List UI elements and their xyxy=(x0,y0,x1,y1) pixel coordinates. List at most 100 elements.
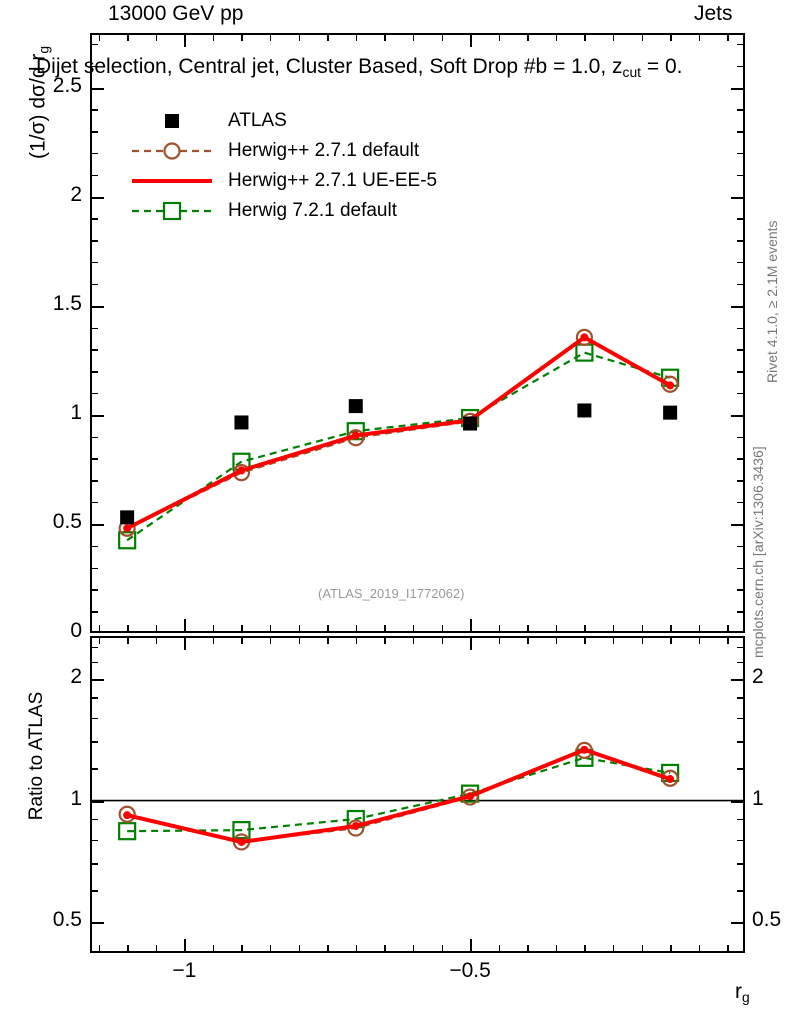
legend-marker xyxy=(163,142,181,160)
ratio-x-tick xyxy=(498,945,501,953)
main-x-tick xyxy=(270,625,272,633)
ratio-x-tick xyxy=(127,945,129,953)
main-x-tick xyxy=(584,33,586,41)
main-y-tick xyxy=(90,218,98,220)
main-x-tick xyxy=(241,625,243,633)
legend-item[interactable]: Herwig++ 2.7.1 default xyxy=(128,136,437,166)
legend-item[interactable]: Herwig 7.2.1 default xyxy=(128,196,437,226)
legend-item[interactable]: ATLAS xyxy=(128,106,437,136)
ratio-y-tick-label: 2 xyxy=(70,664,82,688)
ratio-x-tick xyxy=(127,636,129,644)
main-herwig-2-7-1-ue-ee-5-marker xyxy=(351,431,360,440)
ratio-y-tick-label: 0.5 xyxy=(52,908,82,932)
main-x-tick xyxy=(327,33,329,41)
x-axis-label-text: r xyxy=(735,980,742,1003)
main-x-tick xyxy=(727,33,729,41)
main-y-tick xyxy=(90,393,98,395)
main-y-tick xyxy=(737,458,745,460)
main-y-tick xyxy=(90,131,98,133)
main-y-tick xyxy=(737,502,745,504)
legend-key-dashed-square xyxy=(128,196,216,226)
main-x-tick xyxy=(384,625,386,633)
main-y-tick xyxy=(731,196,745,199)
main-y-tick xyxy=(90,414,104,417)
main-herwig-2-7-1-ue-ee-5-marker xyxy=(666,381,675,390)
main-y-tick xyxy=(731,414,745,417)
ratio-x-tick xyxy=(184,939,187,953)
ratio-x-tick xyxy=(327,945,329,953)
main-x-tick xyxy=(155,33,158,41)
ratio-x-tick xyxy=(212,945,215,953)
ratio-y-tick-labels-right: 0.5 1 2 xyxy=(752,0,786,1024)
legend-swatch xyxy=(165,114,179,128)
x-axis-label: rg xyxy=(735,980,750,1005)
main-y-tick xyxy=(90,436,98,439)
main-y-tick-labels: 0 0.5 1 1.5 2 2.5 xyxy=(20,0,82,1024)
ratio-x-tick xyxy=(155,636,158,644)
ratio-x-tick xyxy=(670,636,672,644)
legend: ATLAS Herwig++ 2.7.1 default Herwig++ 2.7.… xyxy=(128,106,437,226)
legend-marker xyxy=(165,114,179,128)
ratio-y-tick xyxy=(737,741,745,743)
ratio-y-tick xyxy=(90,646,98,649)
main-x-tick xyxy=(727,625,729,633)
ratio-x-tick xyxy=(555,945,558,953)
main-y-tick-label: 0.5 xyxy=(52,509,82,533)
legend-swatch xyxy=(132,179,212,183)
main-herwig-2-7-1-ue-ee-5-marker xyxy=(580,333,589,342)
ratio-herwig-2-7-1-default-marker xyxy=(118,805,136,823)
ratio-x-tick xyxy=(298,636,300,644)
main-y-tick xyxy=(737,283,745,286)
main-x-tick xyxy=(470,33,473,47)
main-x-tick xyxy=(584,625,586,633)
main-y-tick xyxy=(90,240,98,242)
ratio-herwig-2-7-1-ue-ee-5-marker xyxy=(123,811,132,820)
main-y-tick xyxy=(737,131,745,133)
ratio-x-tick xyxy=(584,945,586,953)
ratio-y-tick xyxy=(90,819,98,821)
main-y-tick-label: 0 xyxy=(70,619,82,642)
main-x-tick xyxy=(555,625,558,633)
ratio-y-tick xyxy=(90,697,98,699)
ratio-x-tick xyxy=(184,636,187,650)
ratio-y-tick xyxy=(737,661,745,664)
main-herwig-2-7-1-ue-ee-5-marker xyxy=(237,466,246,475)
legend-key-dashed-circle xyxy=(128,136,216,166)
main-y-tick-label: 1.5 xyxy=(52,291,82,315)
ratio-y-tick-labels: 0.5 1 2 xyxy=(20,0,82,1024)
main-x-tick xyxy=(355,33,358,41)
legend-swatch xyxy=(132,201,212,221)
ratio-x-tick xyxy=(498,636,501,644)
main-y-tick xyxy=(737,567,745,569)
ratio-y-tick xyxy=(90,800,104,803)
main-x-tick xyxy=(641,625,643,633)
main-y-tick xyxy=(737,480,745,482)
main-y-tick xyxy=(90,174,98,177)
main-y-tick xyxy=(737,218,745,220)
legend-marker xyxy=(162,201,182,221)
main-y-tick xyxy=(90,65,98,68)
plot-title-subscript: cut xyxy=(622,63,642,80)
main-x-tick xyxy=(670,625,672,633)
main-y-tick xyxy=(90,196,104,199)
legend-item[interactable]: Herwig++ 2.7.1 UE-EE-5 xyxy=(128,166,437,196)
main-y-tick xyxy=(90,589,98,591)
ratio-x-tick xyxy=(98,636,100,644)
ratio-plot-frame xyxy=(90,636,745,953)
ratio-x-tick xyxy=(241,636,243,644)
ratio-x-tick xyxy=(412,945,415,953)
main-x-tick xyxy=(241,33,243,41)
main-y-tick xyxy=(737,174,745,177)
ratio-x-tick xyxy=(670,945,672,953)
ratio-y-tick-label-right: 2 xyxy=(752,664,764,688)
x-tick-label: −0.5 xyxy=(449,959,491,982)
ratio-x-tick xyxy=(527,945,529,953)
main-x-tick xyxy=(498,33,501,41)
ratio-x-tick xyxy=(155,945,158,953)
ratio-y-tick xyxy=(90,890,98,892)
main-y-tick xyxy=(737,43,745,46)
main-y-tick xyxy=(90,371,98,373)
main-x-tick xyxy=(98,33,100,41)
plot-title: Dijet selection, Central jet, Cluster Ba… xyxy=(36,55,683,80)
main-herwig-7-2-1-default-line xyxy=(126,351,671,542)
